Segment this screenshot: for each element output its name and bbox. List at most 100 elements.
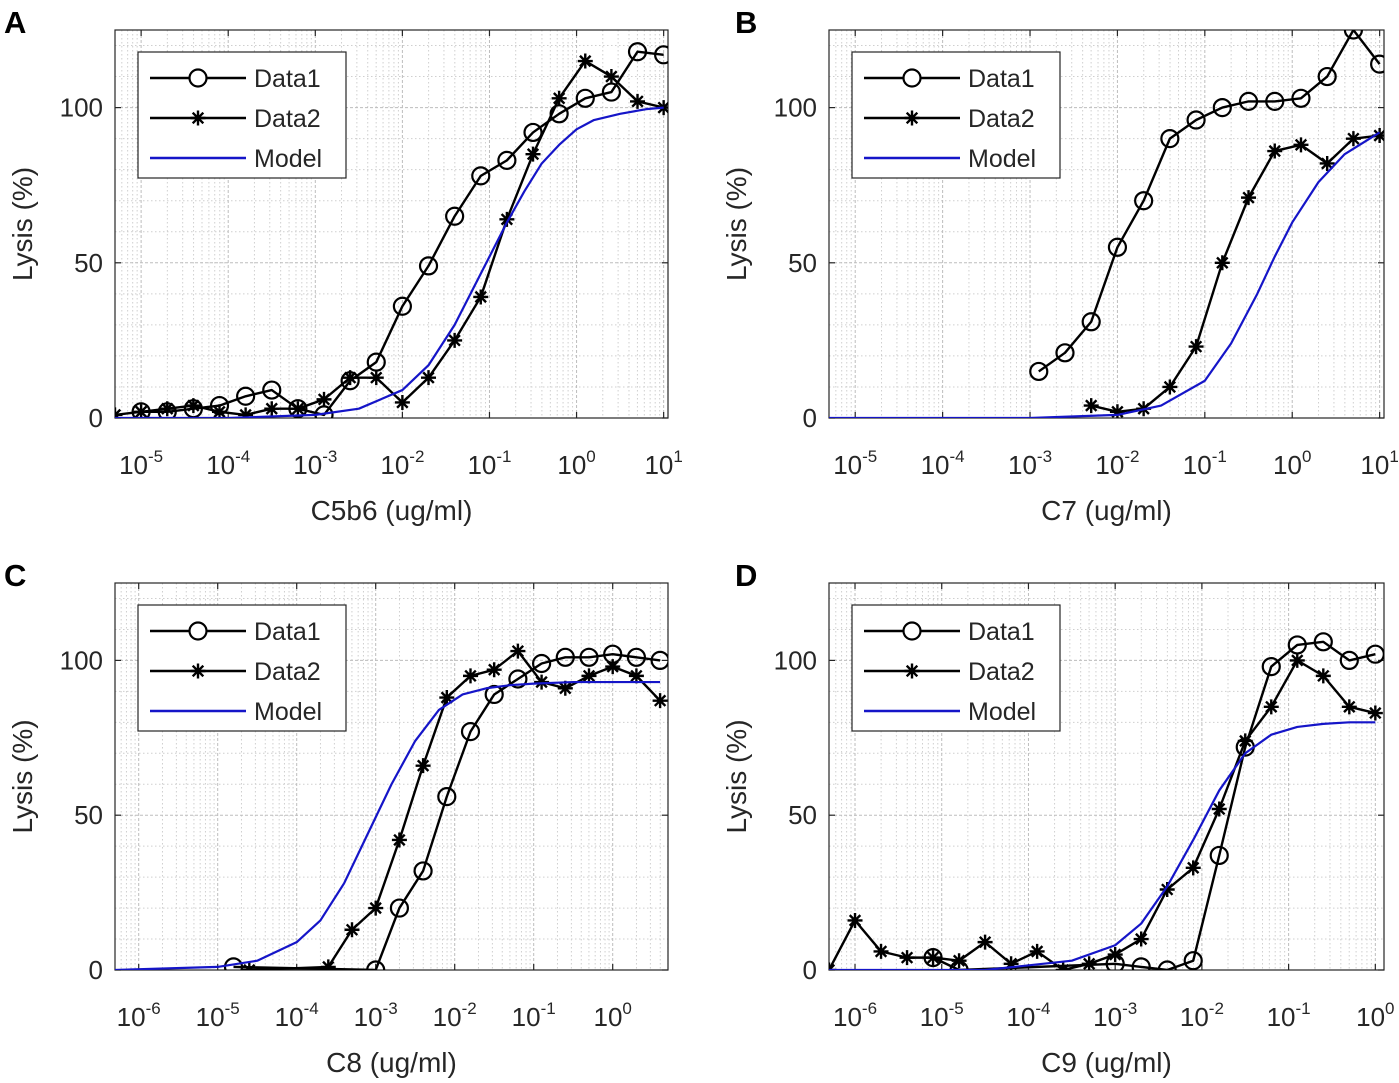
data-point-asterisk [1263,699,1279,715]
legend-marker [188,68,208,88]
legend-label: Data2 [254,658,321,686]
x-tick-label: 10-6 [117,999,161,1032]
x-tick-label: 100 [1356,999,1394,1032]
data-point-asterisk [510,643,526,659]
data-point-asterisk [1081,956,1097,970]
legend-marker [904,663,920,679]
series-line [932,640,1376,970]
model-curve [115,106,664,418]
y-axis-label: Lysis (%) [7,167,38,281]
data-point-asterisk [628,668,644,684]
data-point-circle [555,647,575,667]
data-point-asterisk [1083,398,1099,414]
data-point-circle [1183,951,1203,970]
legend: Data1 Data2 Model [851,51,1061,179]
data-point-circle [523,122,543,143]
legend-marker [190,110,206,126]
data-point-asterisk [581,668,597,684]
data-point-asterisk [486,662,502,678]
data-point-asterisk [499,211,515,227]
x-tick-label: 100 [557,447,595,480]
data-point-circle [627,42,648,62]
data-point-circle [460,722,481,742]
legend-label: Model [968,145,1036,173]
series-line [249,649,661,970]
x-tick-label: 10-1 [1183,447,1227,480]
y-tick-label: 50 [74,800,103,830]
data-point-asterisk [1237,733,1253,749]
data-point-circle [1131,957,1151,970]
data-point-asterisk [656,100,668,116]
data-point-asterisk [1162,379,1178,395]
data-point-asterisk [925,950,941,966]
series-line [829,659,1376,970]
x-tick-label: 10-5 [196,999,240,1032]
data-point-asterisk [1003,956,1019,970]
data-point-circle [1291,88,1311,108]
model-curve [829,721,1376,970]
data-point-asterisk [394,394,410,410]
x-axis-label: C5b6 (ug/ml) [311,495,473,526]
data-point-circle [389,898,409,918]
data-point-asterisk [1107,947,1123,963]
data-point-circle [366,960,386,970]
data-point-circle [484,684,504,705]
data-point-asterisk [368,370,384,386]
data-point-asterisk [1133,931,1149,947]
data-point-circle [575,88,595,108]
data-point-circle [1029,361,1049,382]
panel-label: A [4,5,26,40]
legend-label: Model [968,698,1036,726]
data-point-asterisk [899,950,915,966]
y-tick-label: 100 [774,93,817,123]
model-curve [115,680,661,970]
data-point-asterisk [1241,190,1257,206]
data-point-asterisk [873,943,889,959]
legend-label: Data1 [968,65,1035,93]
legend-label: Data1 [254,618,321,646]
x-tick-label: 10-4 [275,999,319,1032]
series-model [115,106,664,418]
x-tick-label: 10-3 [293,447,337,480]
data-point-asterisk [1372,128,1384,144]
data-point-asterisk [603,69,619,85]
data-point-asterisk [1029,943,1045,959]
data-point-asterisk [264,401,280,417]
data-point-asterisk [159,401,175,417]
legend-marker [188,621,208,641]
data-point-asterisk [1188,339,1204,355]
legend: Data1 Data2 Model [851,604,1061,732]
legend-marker [902,621,922,641]
data-point-asterisk [1289,652,1305,668]
y-tick-label: 50 [788,800,817,830]
data-point-asterisk [1211,801,1227,817]
data-point-asterisk [977,934,993,950]
x-tick-label: 10-5 [833,447,877,480]
data-point-asterisk [342,370,358,386]
data-point-circle [1238,91,1259,111]
x-tick-label: 100 [1273,447,1311,480]
data-point-circle [471,166,491,186]
series-model [115,680,661,970]
data-point-circle [497,150,517,170]
data-point-asterisk [185,398,201,414]
data-point-asterisk [630,93,646,109]
data-point-asterisk [605,659,621,675]
data-point-asterisk [1319,155,1335,171]
x-tick-label: 10-1 [467,447,511,480]
data-point-asterisk [241,962,257,970]
y-axis-label: Lysis (%) [721,167,752,281]
data-point-circle [1107,237,1128,257]
data-point-asterisk [133,404,149,418]
data-point-circle [413,861,433,881]
legend: Data1 Data2 Model [137,604,347,732]
legend-marker [190,663,206,679]
y-axis-label: Lysis (%) [721,719,752,833]
data-point-asterisk [368,900,384,916]
data-point-circle [1261,656,1281,677]
panel-c: C 0 50 100 10-6 10-5 10-4 10-3 10-2 10-1 100 C8 (ug… [4,558,669,1078]
data-point-asterisk [316,391,332,407]
x-axis-label: C7 (ug/ml) [1041,495,1172,526]
data-point-circle [1370,54,1384,74]
data-point-circle [1365,644,1384,664]
